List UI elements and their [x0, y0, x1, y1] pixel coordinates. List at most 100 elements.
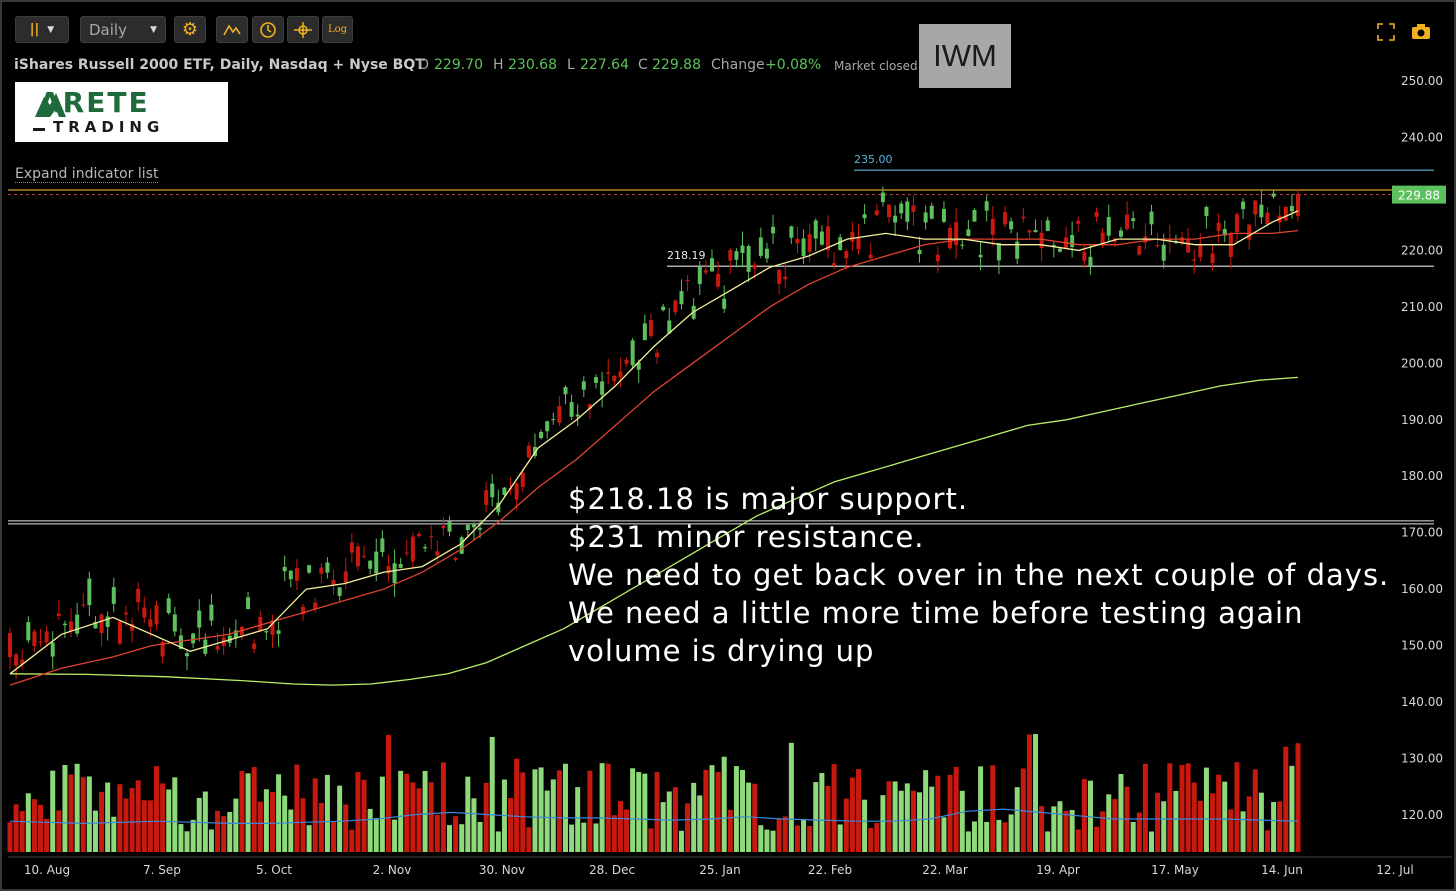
interval-select[interactable]: Daily ▼ — [80, 16, 166, 43]
candle-body — [282, 566, 287, 572]
x-tick-label: 17. May — [1151, 863, 1199, 877]
candle-body — [1241, 201, 1246, 210]
volume-bar — [318, 802, 324, 852]
volume-bar — [587, 770, 593, 852]
candle-body — [1021, 216, 1026, 219]
candle-body — [502, 487, 507, 495]
level-label: 218.19 — [667, 249, 706, 262]
candle-body — [1192, 259, 1197, 261]
settings-button[interactable]: ⚙ — [174, 16, 206, 43]
candle-body — [941, 208, 946, 222]
candle-body — [1186, 240, 1191, 253]
volume-bar — [764, 829, 770, 852]
volume-bar — [7, 822, 13, 852]
volume-bar — [239, 770, 245, 852]
candle-body — [844, 251, 849, 259]
indicators-button[interactable] — [216, 16, 248, 43]
fullscreen-icon[interactable] — [1377, 23, 1395, 41]
candle-body — [1283, 206, 1288, 221]
y-tick-label: 210.00 — [1401, 300, 1443, 314]
crosshair-button[interactable] — [287, 16, 319, 43]
volume-bar — [1118, 773, 1124, 852]
volume-bar — [31, 799, 37, 852]
candle-body — [148, 619, 153, 627]
crosshair-icon — [294, 21, 312, 38]
ma-slow-line — [9, 376, 1299, 686]
candle-body — [111, 587, 116, 604]
volume-bar — [202, 791, 208, 852]
candle-body — [1088, 256, 1093, 266]
candle-body — [81, 604, 86, 606]
candle-body — [154, 605, 159, 625]
log-scale-button[interactable]: Log — [322, 16, 353, 43]
volume-bar — [178, 824, 184, 852]
candle-body — [1118, 230, 1123, 237]
candle-body — [142, 607, 147, 618]
close-value: 229.88 — [652, 57, 701, 73]
open-value: 229.70 — [434, 57, 483, 73]
volume-bar — [422, 770, 428, 852]
volume-bar — [1228, 809, 1234, 852]
candle-body — [197, 610, 202, 628]
annotation-text: $218.18 is major support. $231 minor res… — [568, 480, 1398, 670]
candle-body — [1002, 212, 1007, 225]
expand-indicator-link[interactable]: Expand indicator list — [15, 166, 159, 183]
candle-body — [14, 654, 19, 666]
volume-bar — [373, 818, 379, 852]
candle-body — [404, 552, 409, 554]
candle-body — [233, 630, 238, 638]
candle-body — [453, 557, 458, 561]
volume-bar — [38, 804, 44, 852]
candle-body — [954, 222, 959, 246]
volume-bar — [1240, 811, 1246, 852]
candle-body — [911, 205, 916, 212]
volume-bar — [208, 829, 214, 852]
candle-body — [594, 377, 599, 383]
volume-bar — [508, 798, 514, 852]
volume-bar — [593, 823, 599, 852]
x-tick-label: 14. Jun — [1261, 863, 1303, 877]
volume-bar — [923, 770, 929, 852]
candle-body — [447, 521, 452, 532]
chart-style-button[interactable]: || ▼ — [15, 16, 69, 43]
candle-body — [209, 604, 214, 621]
volume-bar — [959, 790, 965, 852]
volume-bar — [495, 831, 501, 852]
volume-bar — [929, 786, 935, 852]
volume-bar — [624, 809, 630, 852]
candle-body — [825, 226, 830, 251]
candle-body — [880, 192, 885, 203]
candle-body — [26, 622, 31, 641]
volume-bar — [904, 783, 910, 852]
volume-bar — [282, 795, 288, 852]
candle-body — [612, 375, 617, 382]
candle-body — [471, 523, 476, 528]
volume-bar — [550, 779, 556, 852]
volume-bar — [263, 789, 269, 852]
candle-body — [459, 537, 464, 554]
candle-body — [862, 214, 867, 219]
camera-icon[interactable] — [1411, 22, 1431, 40]
candle-body — [771, 226, 776, 234]
volume-bar — [1264, 830, 1270, 852]
volume-bar — [703, 769, 709, 852]
x-tick-label: 25. Jan — [699, 863, 740, 877]
volume-bar — [837, 824, 843, 852]
volume-bar — [1008, 814, 1014, 852]
volume-bar — [1069, 809, 1075, 852]
clock-button[interactable] — [252, 16, 284, 43]
volume-bar — [13, 804, 19, 852]
candle-body — [789, 226, 794, 238]
candle-body — [1149, 211, 1154, 225]
annotation-line: volume is drying up — [568, 634, 875, 668]
x-tick-label: 7. Sep — [143, 863, 181, 877]
volume-bar — [105, 782, 111, 852]
close-label: C — [638, 57, 648, 73]
volume-bar — [843, 798, 849, 852]
candle-body — [630, 340, 635, 366]
ma-fast-line — [9, 210, 1299, 675]
volume-bar — [337, 785, 343, 852]
volume-bar — [465, 776, 471, 852]
candle-body — [667, 320, 672, 334]
